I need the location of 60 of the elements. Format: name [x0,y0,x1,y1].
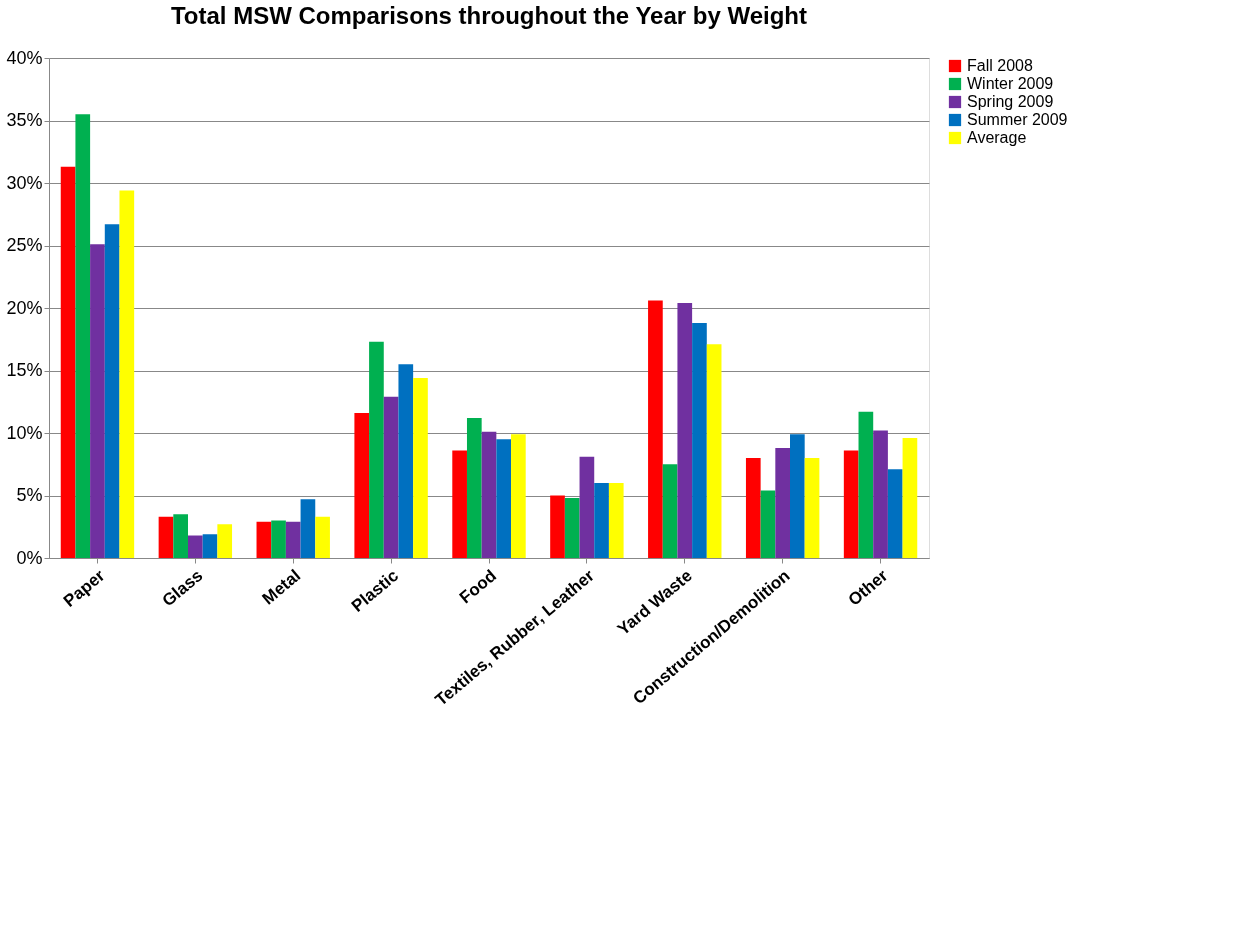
legend-label: Average [967,129,1027,146]
bar [383,396,399,558]
bar [706,344,722,558]
bar [511,434,526,558]
legend-label: Spring 2009 [967,93,1054,110]
bar [790,434,805,558]
bar [217,524,233,558]
bar [75,114,91,558]
bar [648,300,663,558]
bar [843,450,859,558]
y-tick-label: 20% [6,297,43,318]
bar [173,514,188,558]
legend-label: Winter 2009 [967,75,1054,92]
bar [745,458,761,558]
bar [315,516,330,558]
bar [804,458,820,558]
bar [188,535,203,558]
y-tick-label: 30% [6,172,43,193]
bar [466,418,482,558]
bar [594,483,609,558]
bar [119,190,135,558]
bar [775,448,790,558]
y-tick-label: 0% [16,547,43,568]
y-tick-label: 35% [6,110,43,130]
bar [369,341,384,558]
bar [692,323,707,558]
bar [677,303,693,558]
bar [285,521,301,558]
bar [104,224,120,558]
bar [90,244,105,558]
bar [60,166,76,558]
bar [256,521,272,558]
bar [354,413,370,558]
legend-label: Summer 2009 [967,111,1068,128]
y-tick-label: 10% [6,422,43,443]
bar [398,364,414,558]
bar [300,499,316,558]
y-tick-label: 15% [6,360,43,380]
bar [873,430,888,558]
bar [158,516,174,558]
bar [550,495,565,558]
bar [887,469,903,558]
y-tick-label: 5% [16,485,43,505]
bar [271,520,286,558]
bar [496,439,512,558]
bar [579,456,595,558]
bar [902,438,918,558]
bar [481,431,497,558]
y-tick-label: 25% [6,235,43,255]
bar [452,450,467,558]
bar [662,464,678,558]
bar [564,498,580,558]
bar [608,483,624,558]
bar [760,490,776,558]
bar [413,378,428,558]
chart-title: Total MSW Comparisons throughout the Year by Weight [170,2,808,29]
y-tick-label: 40% [6,47,43,68]
bar [858,411,874,558]
bar [202,534,218,558]
legend-label: Fall 2008 [967,57,1033,74]
